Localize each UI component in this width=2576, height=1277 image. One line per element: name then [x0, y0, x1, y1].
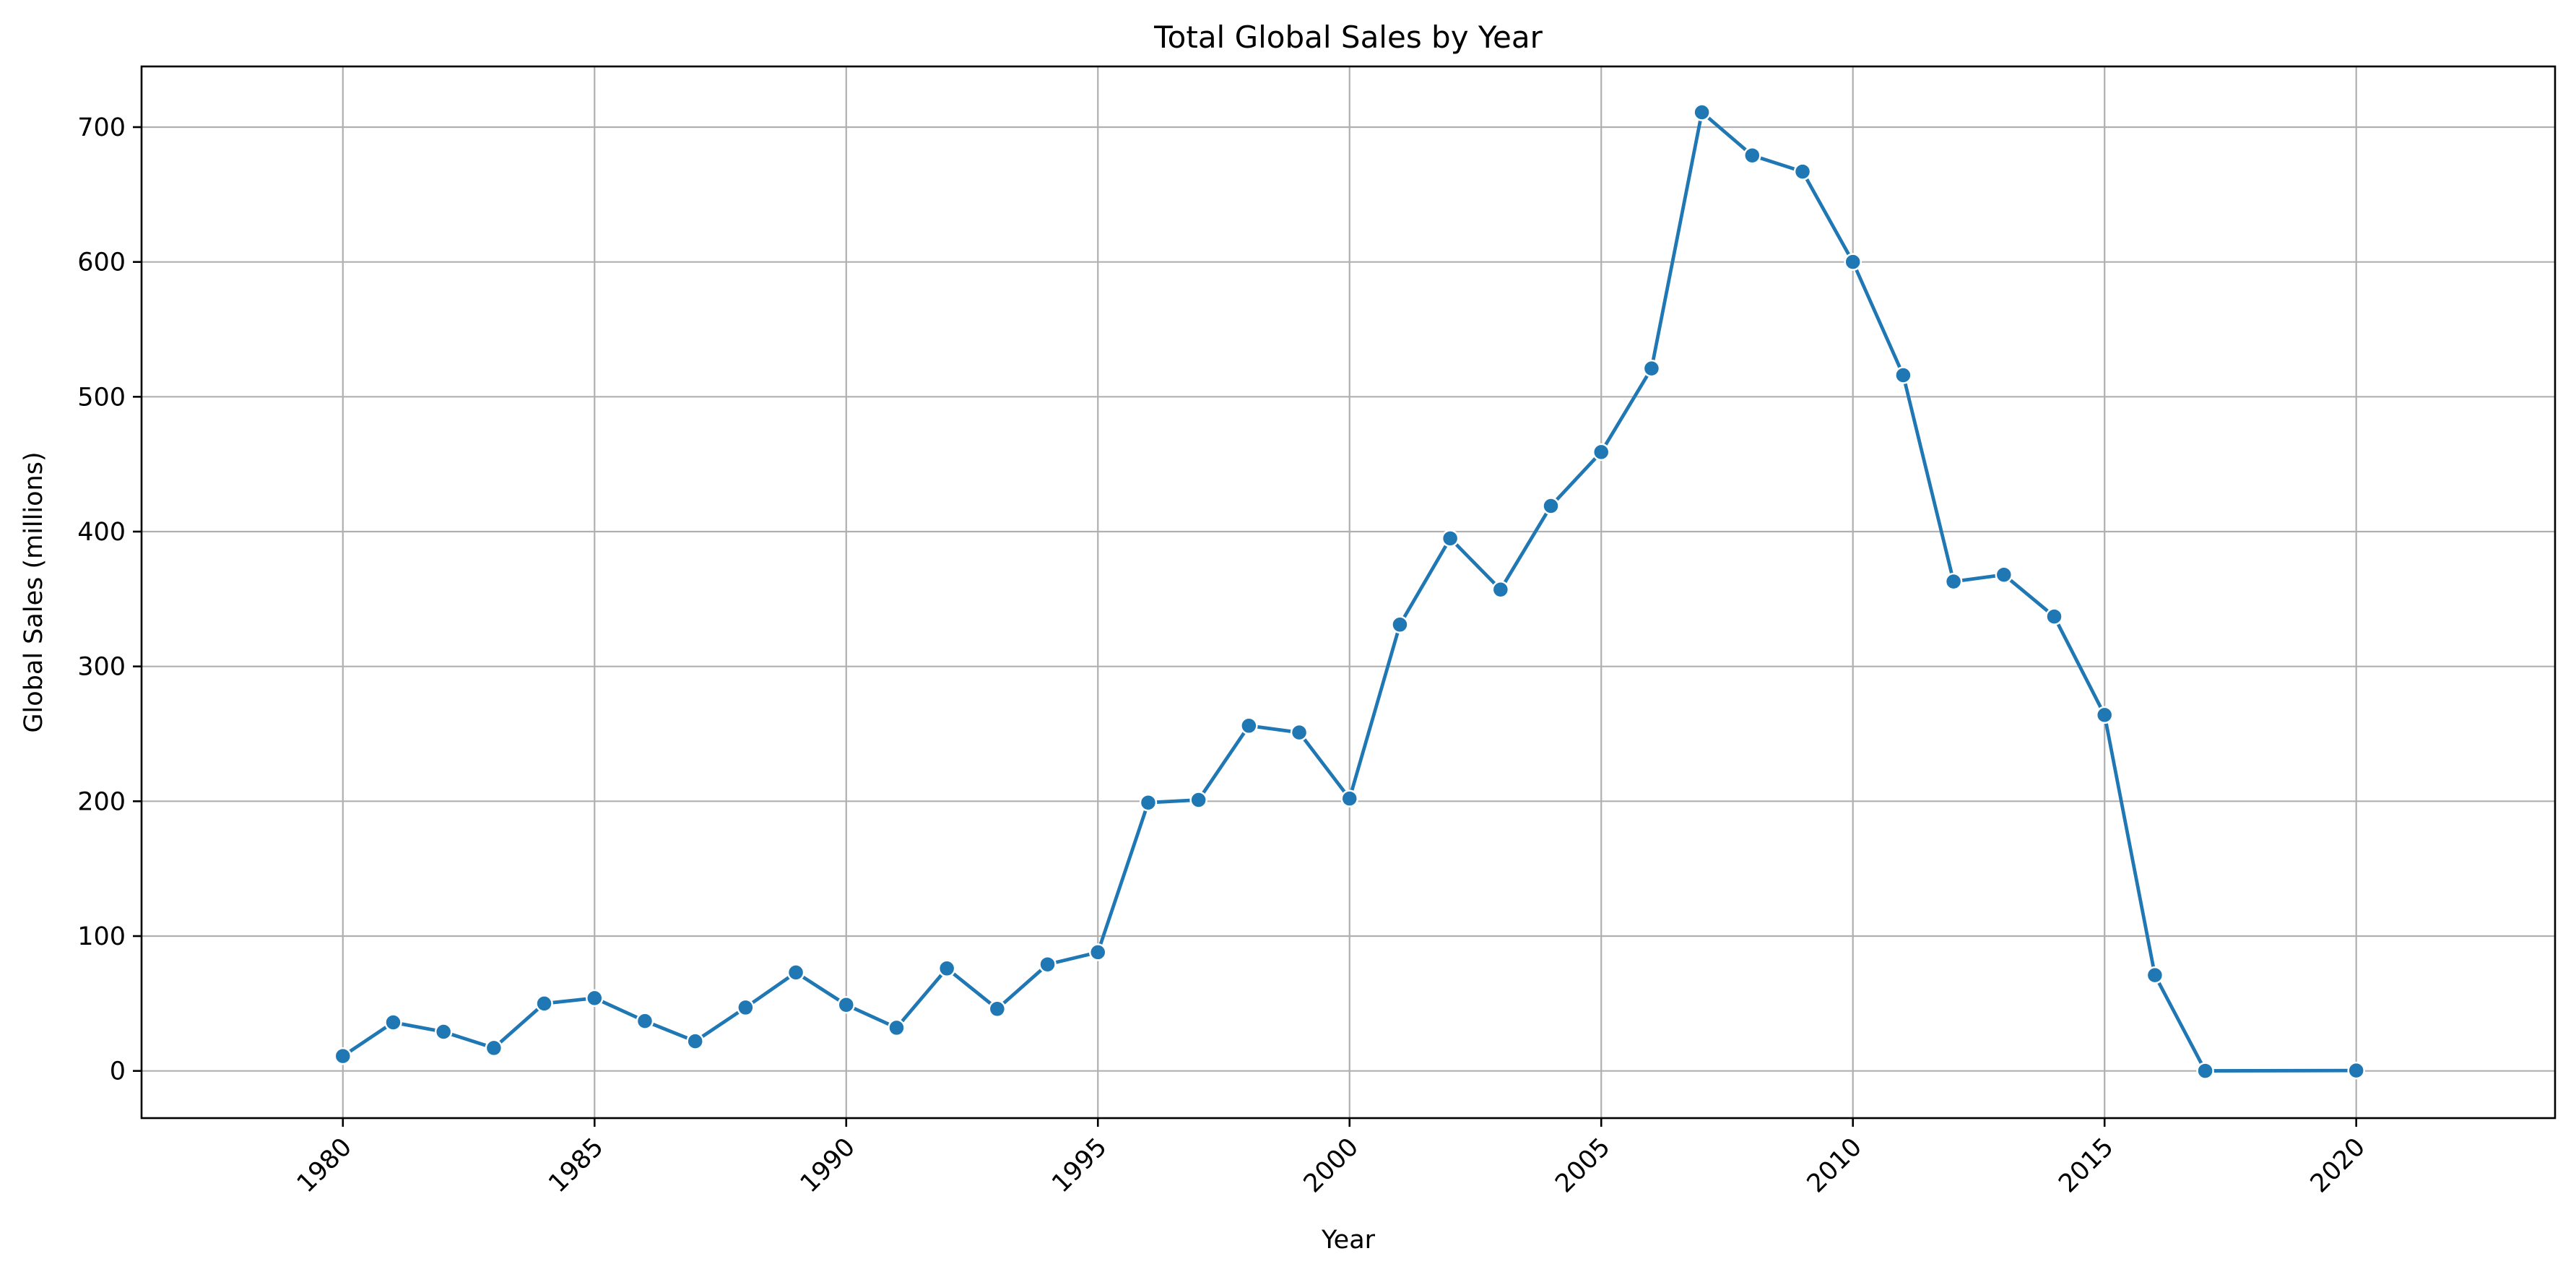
data-point	[1139, 793, 1158, 812]
x-axis-label: Year	[1321, 1226, 1376, 1255]
x-tick-label: 2000	[1298, 1133, 1364, 1198]
axis-ticks: 1980 1985 1990 1995 2000 2005 2010 2015 2020 0 100…	[77, 113, 2371, 1198]
data-point	[1340, 789, 1358, 808]
data-point	[485, 1039, 503, 1057]
data-point	[1542, 497, 1560, 515]
data-point	[1995, 566, 2013, 584]
data-point	[1038, 955, 1057, 974]
data-point	[535, 995, 553, 1013]
x-tick-label: 2010	[1802, 1133, 1868, 1198]
y-tick-label: 700	[77, 113, 126, 142]
data-point	[384, 1013, 402, 1031]
data-point	[1793, 163, 1812, 181]
plot-frame	[140, 65, 2557, 1120]
y-tick-label: 500	[77, 383, 126, 412]
data-point	[1894, 366, 1912, 384]
data-point	[434, 1023, 453, 1041]
y-tick-label: 0	[110, 1057, 126, 1086]
y-tick-label: 600	[77, 248, 126, 277]
x-tick-label: 1995	[1046, 1133, 1112, 1198]
chart-title: Total Global Sales by Year	[1153, 20, 1543, 55]
y-axis-label: Global Sales (millions)	[19, 451, 48, 732]
x-tick-label: 1980	[292, 1133, 357, 1198]
data-point	[636, 1012, 654, 1030]
x-tick-label: 1985	[543, 1133, 609, 1198]
y-tick-label: 100	[77, 922, 126, 951]
data-point	[1693, 103, 1711, 121]
series-layer	[334, 103, 2365, 1080]
y-tick-label: 400	[77, 518, 126, 547]
data-point	[334, 1047, 352, 1065]
data-point	[737, 998, 755, 1017]
y-tick-label: 300	[77, 653, 126, 682]
data-point	[2045, 607, 2063, 625]
x-tick-label: 1990	[795, 1133, 861, 1198]
data-point	[1944, 572, 1963, 591]
data-point	[1592, 443, 1610, 462]
data-point	[1491, 581, 1510, 599]
x-tick-label: 2015	[2053, 1133, 2119, 1198]
x-tick-label: 2020	[2305, 1133, 2371, 1198]
data-point	[988, 1000, 1007, 1018]
data-point	[586, 989, 604, 1008]
data-point	[1743, 146, 1761, 165]
y-tick-label: 200	[77, 787, 126, 816]
data-point	[837, 995, 856, 1014]
data-point	[888, 1018, 906, 1037]
data-point	[1844, 253, 1862, 271]
data-point	[1642, 359, 1661, 378]
data-point	[1391, 615, 1409, 634]
x-tick-label: 2005	[1550, 1133, 1616, 1198]
data-point	[1441, 529, 1460, 547]
data-point	[2196, 1062, 2214, 1080]
data-point	[1189, 791, 1207, 809]
data-point	[1290, 723, 1309, 742]
data-point	[2095, 706, 2114, 724]
grid	[142, 66, 2555, 1118]
data-point	[1089, 943, 1107, 961]
data-point	[937, 959, 956, 978]
data-point	[2146, 966, 2164, 984]
data-point	[2347, 1061, 2365, 1080]
data-point	[1240, 717, 1258, 735]
data-point	[686, 1032, 704, 1050]
data-point	[786, 964, 805, 982]
